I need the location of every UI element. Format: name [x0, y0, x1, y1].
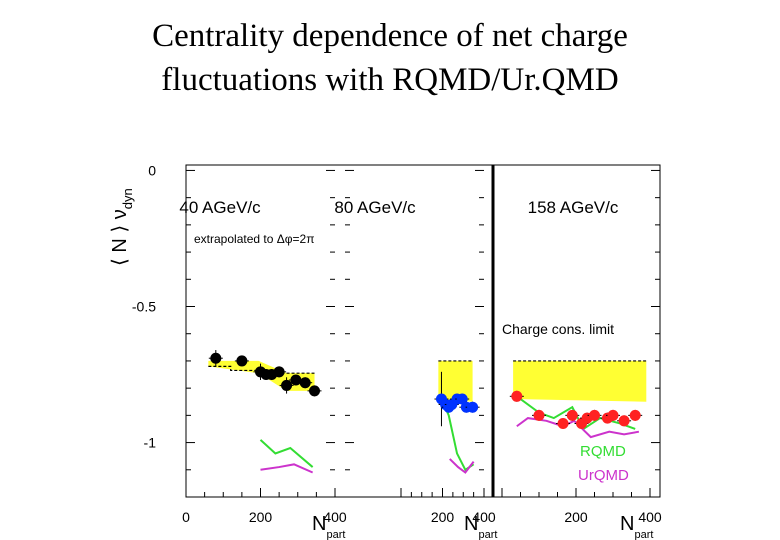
- urqmd-curve: [260, 463, 314, 474]
- urqmd-curve: [449, 458, 475, 474]
- panel-label: 40 AGeV/c: [179, 198, 261, 217]
- x-tick-label: 400: [638, 509, 662, 525]
- y-tick-label: -0.5: [132, 299, 156, 315]
- data-point: [281, 379, 293, 391]
- annotation: extrapolated to Δφ=2π: [194, 232, 314, 246]
- legend-rqmd: RQMD: [580, 443, 626, 460]
- fluctuation-band: [513, 360, 647, 402]
- charge-limit-label: Charge cons. limit: [502, 321, 614, 337]
- fluctuation-band: [438, 360, 473, 402]
- legend-urqmd: UrQMD: [578, 467, 629, 484]
- x-tick-label: 400: [472, 509, 496, 525]
- data-point: [309, 385, 321, 397]
- x-axis-label: Npart: [620, 513, 653, 540]
- data-point: [533, 409, 545, 421]
- x-axis-label: Npart: [464, 513, 497, 540]
- data-point: [629, 409, 641, 421]
- data-point: [299, 377, 311, 389]
- x-tick-label: 200: [249, 509, 273, 525]
- data-point: [467, 401, 479, 413]
- data-point: [566, 409, 578, 421]
- panel-label: 158 AGeV/c: [528, 198, 619, 217]
- plot-frame: [185, 164, 661, 498]
- x-tick-label: 400: [323, 509, 347, 525]
- y-tick-label: -1: [144, 435, 157, 451]
- y-axis-label: ⟨ N ⟩ νdyn: [109, 188, 135, 266]
- urqmd-curve: [516, 417, 640, 439]
- data-point: [557, 418, 569, 430]
- data-point: [236, 355, 248, 367]
- x-tick-label: 0: [182, 509, 190, 525]
- data-point: [210, 352, 222, 364]
- data-point: [511, 390, 523, 402]
- x-axis-label: Npart: [312, 513, 345, 540]
- rqmd-curve: [259, 439, 314, 468]
- data-point: [273, 366, 285, 378]
- y-tick-label: 0: [148, 162, 156, 178]
- x-tick-label: 200: [564, 509, 588, 525]
- data-point: [618, 415, 630, 427]
- page-title: Centrality dependence of net charge fluc…: [0, 14, 780, 102]
- panel-label: 80 AGeV/c: [334, 198, 416, 217]
- data-point: [607, 409, 619, 421]
- title-line-2: fluctuations with RQMD/Ur.QMD: [161, 62, 619, 98]
- data-point: [589, 409, 600, 421]
- data-point: [290, 374, 302, 386]
- x-tick-label: 200: [431, 509, 455, 525]
- title-line-1: Centrality dependence of net charge: [152, 18, 628, 54]
